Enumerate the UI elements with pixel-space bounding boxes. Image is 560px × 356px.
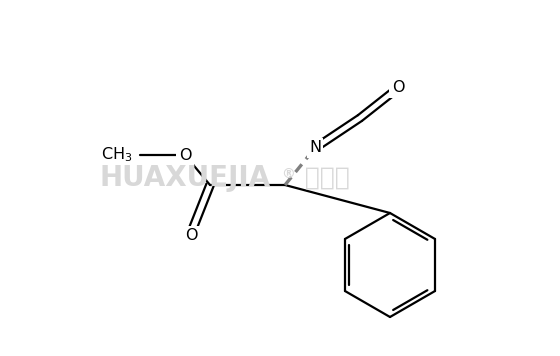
Text: N: N <box>309 141 321 156</box>
Text: ®: ® <box>281 167 295 181</box>
Text: O: O <box>392 80 404 95</box>
Text: 化学加: 化学加 <box>296 166 350 190</box>
Text: O: O <box>185 229 197 244</box>
Text: HUAXUEJIA: HUAXUEJIA <box>100 164 271 192</box>
Text: CH$_3$: CH$_3$ <box>100 146 132 164</box>
Text: O: O <box>179 147 192 162</box>
